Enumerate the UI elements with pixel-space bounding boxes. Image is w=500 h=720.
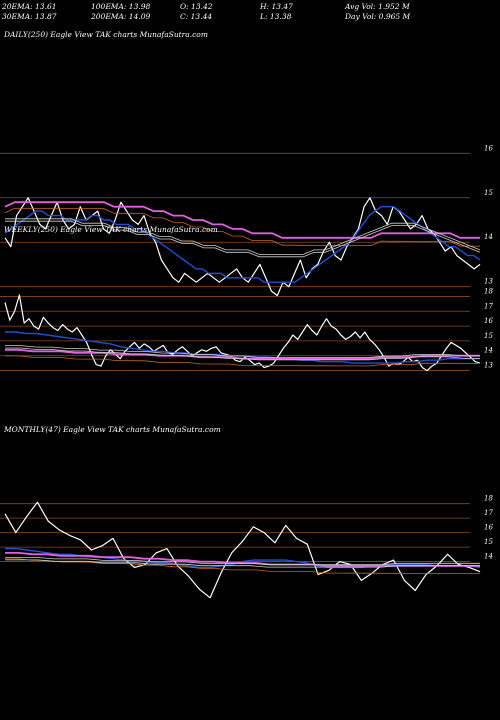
stat-low: L: 13.38 (260, 12, 292, 21)
stat-high: H: 13.47 (260, 2, 293, 11)
monthly-price-line (4, 501, 481, 599)
daily-ema-orange-line (4, 207, 481, 247)
weekly-ema-band-line (5, 345, 480, 358)
weekly-ytick-label: 15 (484, 332, 493, 340)
daily-ytick-label: 14 (484, 233, 493, 241)
monthly-chart-title: MONTHLY(47) Eagle View TAK charts Munafa… (3, 425, 221, 434)
stat-ema100: 100EMA: 13.98 (91, 2, 151, 11)
monthly-ema-band-line (5, 557, 480, 566)
daily-price-line (4, 197, 481, 297)
monthly-ema-fast-line (5, 547, 481, 569)
stat-open: O: 13.42 (180, 2, 213, 11)
stat-day-vol: Day Vol: 0.965 M (345, 12, 411, 21)
monthly-ytick-label: 16 (484, 524, 493, 532)
monthly-ytick-label: 15 (484, 538, 493, 546)
monthly-ytick-label: 17 (484, 509, 493, 517)
weekly-ytick-label: 17 (484, 302, 493, 310)
daily-ema-band-line (5, 220, 481, 258)
weekly-ytick-label: 14 (484, 347, 493, 355)
weekly-ytick-label: 13 (484, 362, 493, 370)
monthly-ytick-label: 18 (484, 495, 493, 503)
stat-avg-vol: Avg Vol: 1.952 M (345, 2, 410, 11)
daily-chart-title: DAILY(250) Eagle View TAK charts MunafaS… (3, 30, 208, 39)
weekly-ytick-label: 16 (484, 317, 493, 325)
daily-ytick-label: 16 (484, 144, 493, 152)
monthly-ema-band-line (5, 559, 480, 568)
daily-ema-slow-line (4, 201, 480, 239)
stat-ema20: 20EMA: 13.61 (2, 2, 57, 11)
daily-ytick-label: 13 (484, 278, 493, 286)
daily-ema-band-line (5, 218, 481, 255)
weekly-ema-band-line (5, 347, 480, 361)
daily-ytick-label: 15 (484, 189, 493, 197)
stat-close: C: 13.44 (180, 12, 213, 21)
weekly-chart-title: WEEKLY(250) Eagle View TAK charts Munafa… (4, 225, 218, 234)
monthly-ema-orange-line (5, 558, 480, 574)
weekly-ytick-label: 18 (484, 287, 493, 295)
daily-ema-fast-line (4, 206, 481, 283)
stat-ema30: 30EMA: 13.87 (2, 12, 57, 21)
stat-ema200: 200EMA: 14.09 (91, 12, 151, 21)
monthly-ytick-label: 14 (484, 553, 493, 561)
weekly-ema-orange-line (4, 355, 480, 367)
